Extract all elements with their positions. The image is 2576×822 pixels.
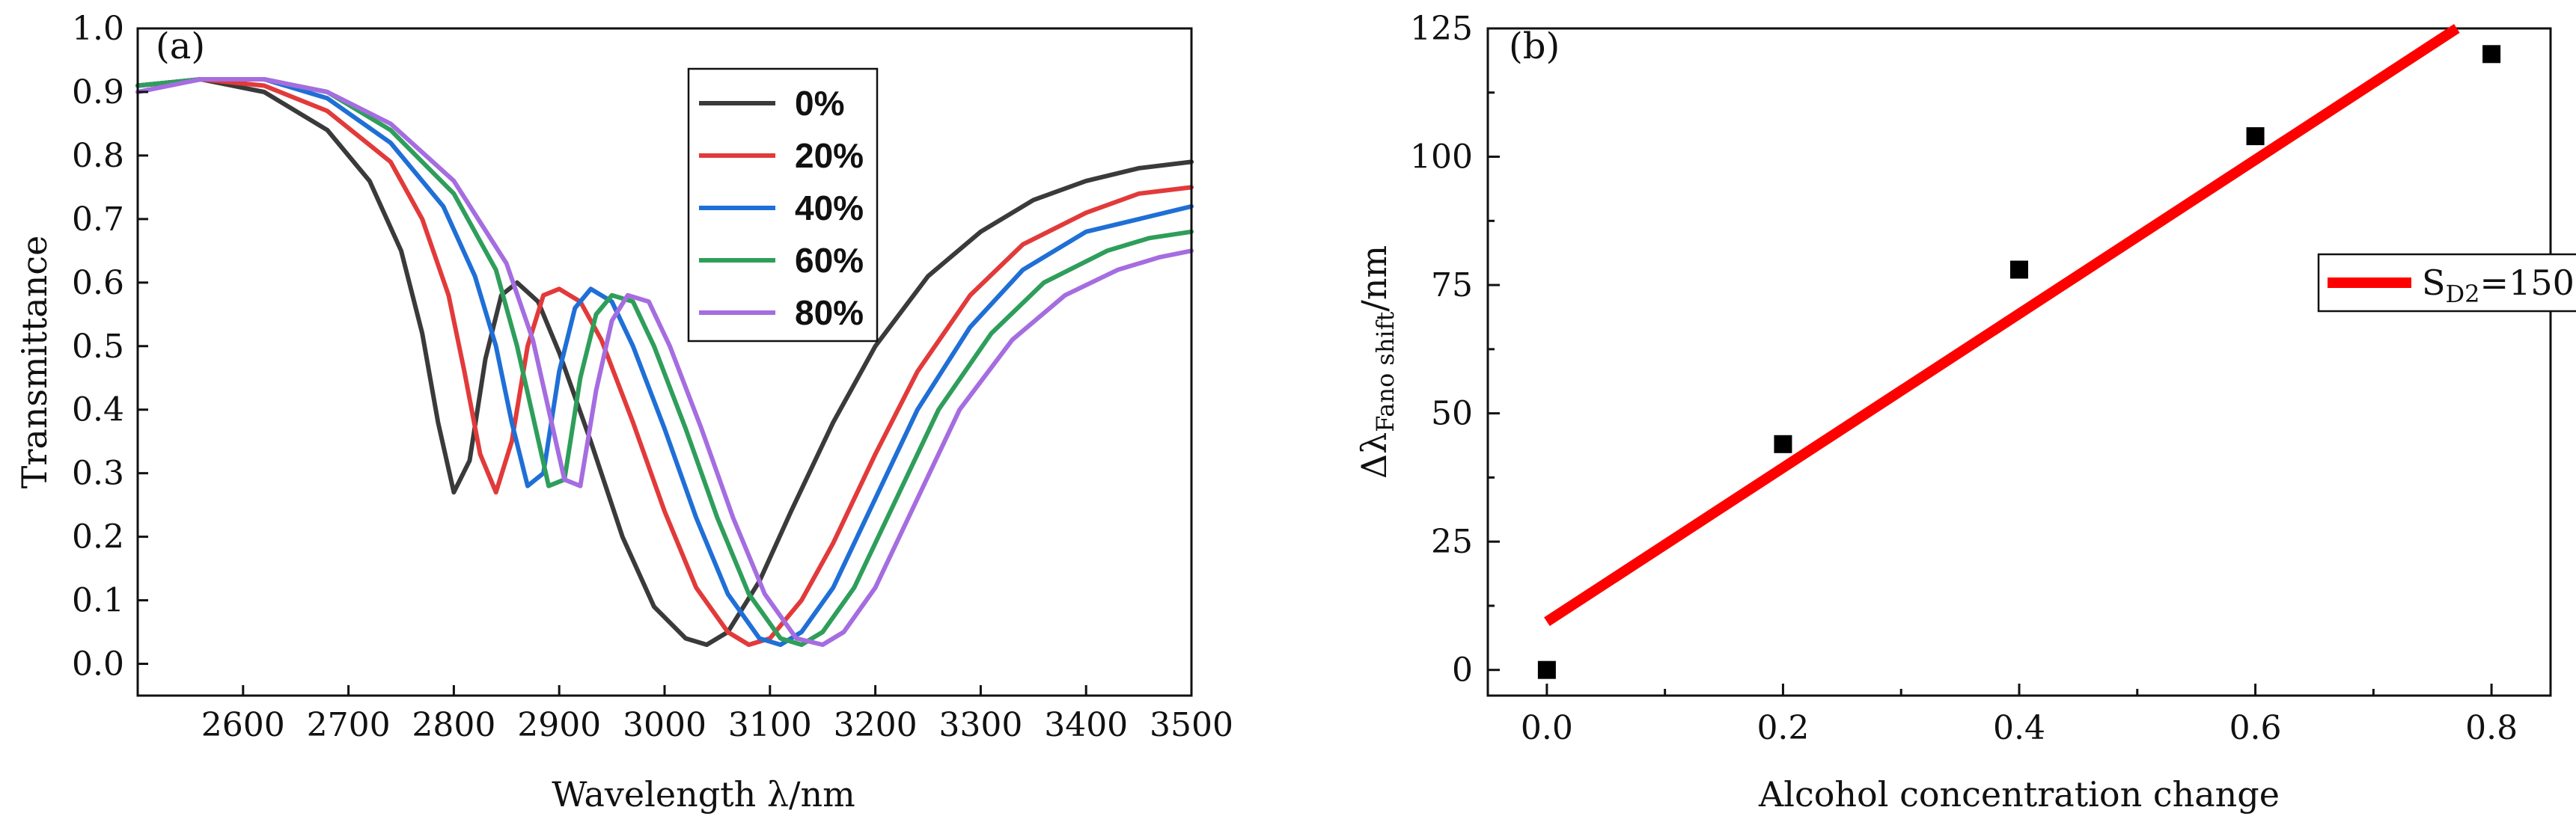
panel-a-frame bbox=[136, 27, 1193, 697]
panel-b-ytick-label: 25 bbox=[1431, 523, 1473, 561]
panel-a-xtick-label: 2600 bbox=[201, 706, 285, 744]
panel-a-ytick-label: 0.2 bbox=[72, 518, 124, 556]
panel-b-xtick-label: 0.0 bbox=[1521, 709, 1573, 747]
panel-a-xlabel: Wavelength λ/nm bbox=[552, 774, 855, 815]
panel-a-series-line-2 bbox=[135, 77, 1194, 647]
panel-a-legend: 0% 20% 40% 60% 80% bbox=[687, 67, 879, 343]
panel-b-data-point-3 bbox=[2246, 127, 2265, 146]
panel-b-xtick-label: 0.4 bbox=[1993, 709, 2045, 747]
panel-a-ytick-label: 0.6 bbox=[72, 264, 124, 302]
panel-b-ytick-label: 75 bbox=[1431, 266, 1473, 304]
panel-b-ytick-label: 0 bbox=[1452, 651, 1473, 690]
panel-b-xtick-label: 0.8 bbox=[2465, 709, 2518, 747]
panel-b-ytick-label: 125 bbox=[1410, 10, 1473, 48]
panel-a-legend-label-3: 60% bbox=[795, 241, 864, 280]
panel-a-ytick-label: 0.0 bbox=[72, 645, 124, 684]
panel-a-xtick-label: 2900 bbox=[517, 706, 601, 744]
panel-a-xtick-label: 3400 bbox=[1044, 706, 1128, 744]
panel-a-xtick-label: 2800 bbox=[412, 706, 495, 744]
panel-a-ytick-label: 0.8 bbox=[72, 137, 124, 175]
panel-a-xtick-label: 3500 bbox=[1150, 706, 1233, 744]
panel-a-series-group bbox=[135, 77, 1194, 647]
panel-a-ytick-label: 0.1 bbox=[72, 582, 124, 620]
panel-a-ytick-label: 0.7 bbox=[72, 200, 124, 239]
panel-b-fit-line bbox=[1544, 24, 2460, 627]
panel-a: 2600 2700 2800 2900 3000 3100 3200 3300 3400 3500… bbox=[14, 10, 1233, 815]
panel-a-series-line-3 bbox=[135, 77, 1194, 647]
panel-a-legend-label-2: 40% bbox=[795, 188, 864, 227]
panel-b-data-point-4 bbox=[2482, 45, 2501, 64]
panel-b-ytick-label: 100 bbox=[1410, 138, 1473, 177]
panel-b-data-point-0 bbox=[1537, 660, 1556, 679]
panel-a-xtick-label: 3300 bbox=[938, 706, 1022, 744]
panel-a-series-line-4 bbox=[135, 77, 1194, 647]
panel-a-label: (a) bbox=[156, 25, 205, 67]
panel-a-legend-label-1: 20% bbox=[795, 136, 864, 175]
panel-a-ytick-label: 0.3 bbox=[72, 455, 124, 493]
panel-a-xtick-label: 3100 bbox=[728, 706, 812, 744]
panel-b-xtick-label: 0.2 bbox=[1756, 709, 1809, 747]
panel-b-ytick-label: 50 bbox=[1431, 395, 1473, 433]
panel-a-xtick-label: 3200 bbox=[834, 706, 918, 744]
panel-b-frame bbox=[1486, 27, 2552, 697]
panel-a-xtick-label: 3000 bbox=[623, 706, 706, 744]
panel-b-data-point-1 bbox=[1774, 435, 1792, 453]
panel-a-legend-label-4: 80% bbox=[795, 293, 864, 332]
panel-b-data-point-2 bbox=[2010, 260, 2028, 279]
panel-b-label: (b) bbox=[1509, 25, 1560, 67]
panel-a-series-line-0 bbox=[135, 77, 1194, 647]
panel-b-ticks: 0.0 0.2 0.4 0.6 0.8 0 25 50 75 100 125 bbox=[1410, 10, 2518, 747]
panel-a-ylabel: Transmittance bbox=[14, 236, 55, 489]
panel-b-ylabel: ΔλFano shift/nm bbox=[1354, 245, 1400, 479]
panel-b: 0.0 0.2 0.4 0.6 0.8 0 25 50 75 100 125 (b) Alcohol… bbox=[1354, 10, 2576, 815]
panel-a-series-line-1 bbox=[135, 77, 1194, 647]
panel-a-legend-box bbox=[687, 67, 879, 343]
panel-b-xlabel: Alcohol concentration change bbox=[1758, 774, 2280, 815]
panel-a-xtick-label: 2700 bbox=[307, 706, 391, 744]
panel-b-legend: SD2=150 bbox=[2317, 253, 2576, 313]
panel-a-legend-label-0: 0% bbox=[795, 84, 844, 123]
panel-a-ytick-label: 0.4 bbox=[72, 391, 124, 429]
panel-b-legend-text: SD2=150 bbox=[2422, 263, 2575, 308]
panel-a-ytick-label: 1.0 bbox=[72, 10, 124, 48]
panel-b-xtick-label: 0.6 bbox=[2229, 709, 2282, 747]
panel-a-ticks: 2600 2700 2800 2900 3000 3100 3200 3300 3400 3500… bbox=[72, 10, 1233, 744]
panel-a-ytick-label: 0.5 bbox=[72, 328, 124, 366]
panel-a-ytick-label: 0.9 bbox=[72, 73, 124, 111]
panel-b-points bbox=[1537, 45, 2501, 679]
